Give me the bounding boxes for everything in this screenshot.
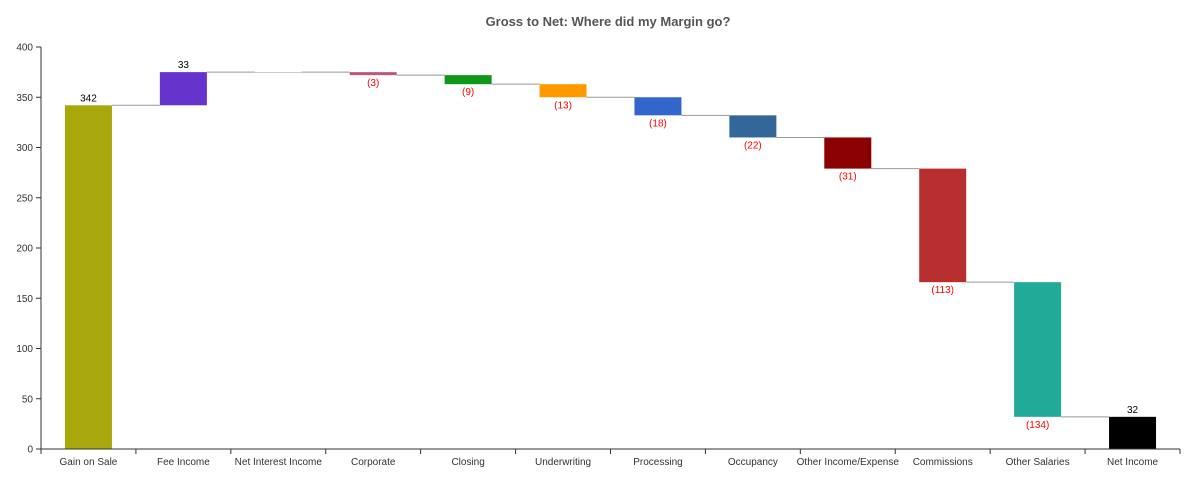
y-tick-label: 150 xyxy=(16,294,33,305)
data-label: 32 xyxy=(1127,405,1139,416)
bar-closing[interactable] xyxy=(444,75,492,85)
data-labels: 342 33 (3) (9) (13) (18) (22) (31) (113) (134) 32 xyxy=(80,60,1138,431)
data-label: 33 xyxy=(178,60,190,71)
x-tick-label: Closing xyxy=(451,457,484,468)
x-tick-label: Processing xyxy=(633,457,682,468)
y-tick-label: 400 xyxy=(16,43,33,54)
x-tick-label: Other Income/Expense xyxy=(797,457,900,468)
bars-group xyxy=(64,72,1157,449)
x-tick-label: Net Income xyxy=(1107,457,1159,468)
bar-processing[interactable] xyxy=(634,97,682,116)
x-tick-label: Corporate xyxy=(351,457,396,468)
y-tick-label: 0 xyxy=(27,445,33,456)
y-tick-label: 200 xyxy=(16,244,33,255)
data-label: 342 xyxy=(80,93,97,104)
x-axis: Gain on Sale Fee Income Net Interest Incom… xyxy=(40,448,1181,468)
bar-gain-on-sale[interactable] xyxy=(64,105,112,449)
data-label: (22) xyxy=(744,140,762,151)
bar-occupancy[interactable] xyxy=(729,115,777,138)
bar-net-interest-income[interactable] xyxy=(254,72,302,73)
x-tick-label: Fee Income xyxy=(157,457,210,468)
bar-net-income[interactable] xyxy=(1109,416,1157,449)
data-label: (13) xyxy=(554,100,572,111)
connector-lines xyxy=(111,71,1110,418)
bar-corporate[interactable] xyxy=(349,72,397,76)
y-tick-label: 300 xyxy=(16,143,33,154)
x-tick-label: Gain on Sale xyxy=(60,457,118,468)
data-label: (18) xyxy=(649,118,667,129)
data-label: (9) xyxy=(462,87,474,98)
bar-other-salaries[interactable] xyxy=(1014,282,1062,417)
bar-underwriting[interactable] xyxy=(539,84,587,98)
bar-fee-income[interactable] xyxy=(159,72,207,106)
bar-commissions[interactable] xyxy=(919,168,967,283)
y-tick-label: 250 xyxy=(16,193,33,204)
x-tick-label: Commissions xyxy=(913,457,973,468)
bar-other-income-expense[interactable] xyxy=(824,137,872,169)
y-tick-label: 350 xyxy=(16,93,33,104)
data-label: (31) xyxy=(839,172,857,183)
y-tick-label: 100 xyxy=(16,344,33,355)
data-label: (3) xyxy=(367,78,379,89)
x-tick-label: Underwriting xyxy=(535,457,591,468)
y-tick-label: 50 xyxy=(22,394,34,405)
data-label: (134) xyxy=(1026,420,1049,431)
y-axis: 0 50 100 150 200 250 300 350 400 xyxy=(16,43,42,456)
data-label: (113) xyxy=(931,285,954,296)
x-tick-label: Other Salaries xyxy=(1006,457,1070,468)
x-tick-label: Net Interest Income xyxy=(235,457,323,468)
chart-title: Gross to Net: Where did my Margin go? xyxy=(485,14,731,29)
x-tick-label: Occupancy xyxy=(728,457,778,468)
